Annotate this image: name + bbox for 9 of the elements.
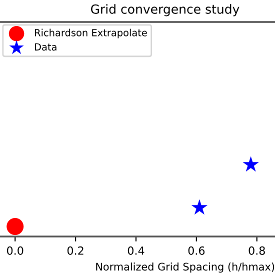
x-tick-label: 0.8 (248, 246, 265, 255)
x-axis-title: Normalized Grid Spacing (h/hmax) (96, 262, 274, 273)
x-tick-label: 0.2 (67, 246, 84, 255)
x-tick-label: 0.4 (128, 246, 144, 255)
x-tick-label: 0.6 (188, 246, 205, 255)
legend-label: Data (34, 43, 56, 51)
x-tick-label: 0.0 (7, 246, 24, 255)
chart-title: Grid convergence study (90, 4, 240, 16)
legend-label: Richardson Extrapolate (34, 28, 147, 38)
